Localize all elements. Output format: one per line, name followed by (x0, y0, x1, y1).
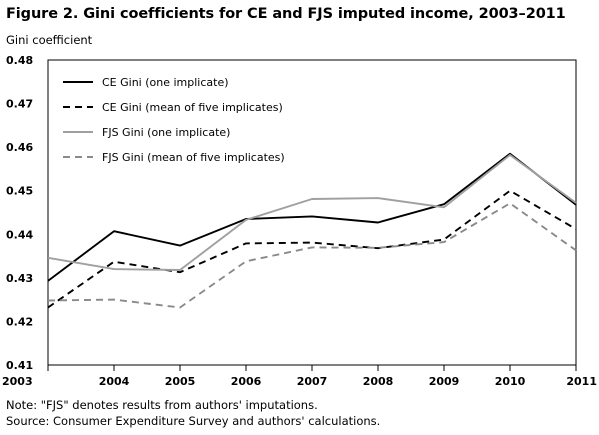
series-line-2 (47, 189, 577, 309)
x-tick-label: 2009 (429, 375, 460, 388)
x-tick-label: 2010 (495, 375, 526, 388)
y-tick-label: 0.42 (6, 315, 33, 328)
chart-title: Figure 2. Gini coefficients for CE and F… (6, 6, 566, 22)
series-line-1 (47, 152, 577, 282)
footnote-note: Note: "FJS" denotes results from authors… (6, 398, 318, 412)
series-line-4 (47, 202, 577, 309)
y-tick-label: 0.44 (6, 228, 33, 241)
legend-label: CE Gini (one implicate) (102, 76, 229, 89)
y-axis-label: Gini coefficient (6, 33, 93, 47)
y-tick-label: 0.47 (6, 98, 33, 111)
y-tick-label: 0.48 (6, 54, 33, 67)
legend-label: FJS Gini (mean of five implicates) (102, 151, 285, 164)
x-tick-label: 2005 (165, 375, 196, 388)
y-tick-label: 0.46 (6, 141, 33, 154)
footnote-source: Source: Consumer Expenditure Survey and … (6, 414, 381, 428)
y-tick-label: 0.45 (6, 185, 33, 198)
legend-label: FJS Gini (one implicate) (102, 126, 230, 139)
x-tick-label: 2003 (2, 375, 33, 388)
series-line-3 (47, 154, 577, 271)
legend-label: CE Gini (mean of five implicates) (102, 101, 283, 114)
x-tick-label: 2004 (99, 375, 130, 388)
x-tick-label: 2006 (231, 375, 262, 388)
x-tick-label: 2008 (363, 375, 394, 388)
x-tick-label: 2011 (566, 375, 597, 388)
y-tick-label: 0.43 (6, 272, 33, 285)
y-tick-label: 0.41 (6, 359, 33, 372)
x-tick-label: 2007 (297, 375, 328, 388)
